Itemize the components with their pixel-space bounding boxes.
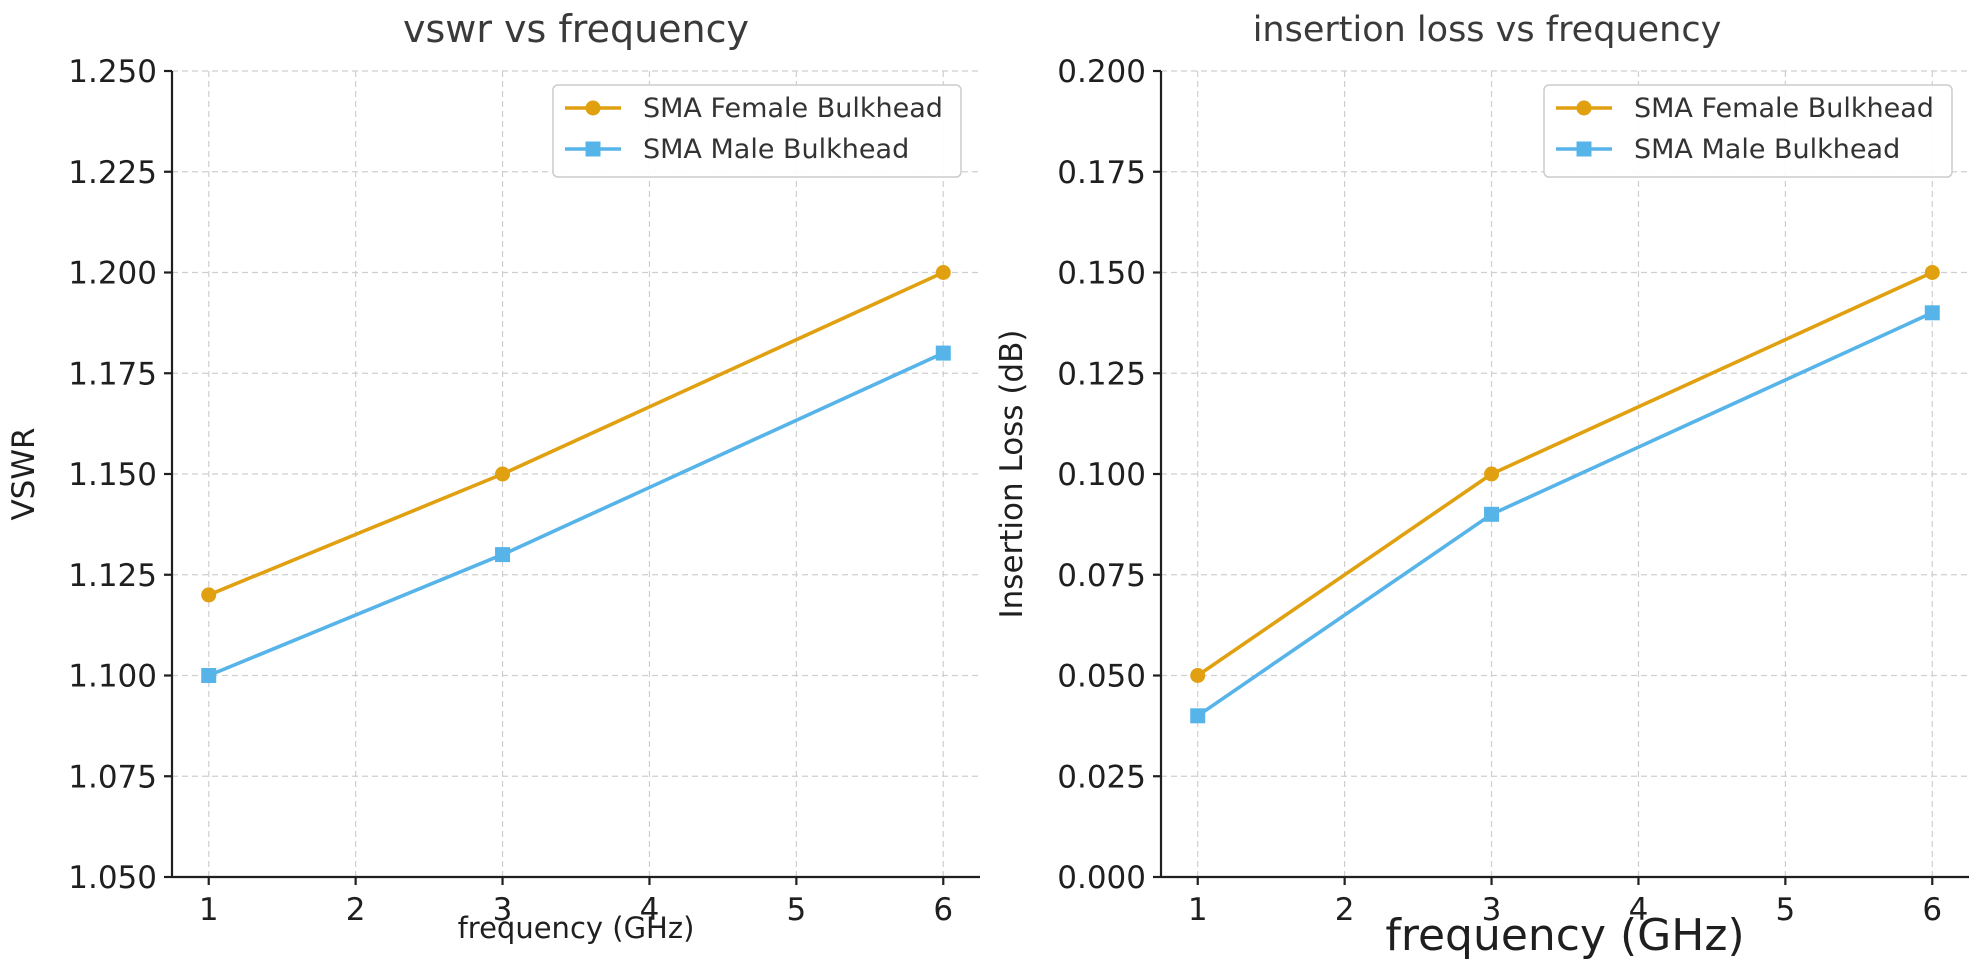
legend-label: SMA Male Bulkhead [643, 134, 909, 165]
y-tick-label: 0.025 [1057, 759, 1146, 795]
series-line [208, 351, 945, 678]
y-axis-label: VSWR [6, 427, 42, 520]
x-tick-label: 5 [1775, 892, 1795, 928]
y-tick-label: 1.200 [68, 256, 157, 292]
y-tick-label: 1.225 [68, 155, 157, 191]
legend-marker [1576, 141, 1592, 157]
x-tick-label: 2 [1335, 892, 1355, 928]
x-tick-label: 3 [493, 892, 513, 928]
data-point [1190, 668, 1206, 683]
x-tick-label: 6 [1922, 892, 1942, 928]
legend: SMA Female Bulkhead SMA Male Bulkhead [552, 84, 962, 178]
data-point [495, 547, 511, 563]
chart-title: insertion loss vs frequency [1253, 10, 1722, 50]
chart-panel-1: 1.050 1.075 1.100 1.125 1.150 1.175 1.200 1.225… [6, 7, 980, 945]
legend-label: SMA Male Bulkhead [1634, 134, 1900, 165]
data-point [201, 587, 217, 603]
data-point [1924, 265, 1940, 280]
y-tick-label: 0.075 [1057, 558, 1146, 594]
y-tick-label: 1.150 [68, 457, 157, 493]
data-point [495, 466, 511, 482]
series-2 [201, 345, 951, 683]
y-tick-label: 0.125 [1057, 356, 1146, 392]
series-line [208, 270, 945, 597]
legend-label: SMA Female Bulkhead [1634, 93, 1934, 124]
series-1 [201, 265, 951, 603]
legend-label: SMA Female Bulkhead [643, 93, 943, 124]
x-tick-label: 1 [199, 892, 219, 928]
series-1 [1190, 265, 1940, 683]
data-point [1484, 506, 1500, 522]
x-tick-label: 3 [1482, 892, 1502, 928]
y-tick-label: 1.100 [68, 659, 157, 695]
x-tick-label: 4 [640, 892, 660, 928]
legend-marker [1576, 100, 1592, 116]
y-tick-label: 1.250 [68, 54, 157, 90]
x-tick-label: 1 [1188, 892, 1208, 928]
y-tick-label: 0.200 [1057, 54, 1146, 90]
x-tick-label: 4 [1629, 892, 1649, 928]
y-tick-label: 0.050 [1057, 659, 1146, 695]
chart-title: vswr vs frequency [403, 7, 749, 51]
data-point [1190, 708, 1206, 724]
y-tick-label: 0.100 [1057, 457, 1146, 493]
y-tick-label: 1.050 [68, 860, 157, 896]
data-point [935, 265, 951, 280]
data-point [935, 345, 951, 361]
y-tick-label: 1.175 [68, 356, 157, 392]
legend-box [552, 84, 962, 178]
legend-box [1543, 84, 1953, 178]
legend-marker [585, 141, 601, 157]
y-tick-label: 0.000 [1057, 860, 1146, 896]
series-2 [1190, 305, 1940, 724]
x-tick-label: 6 [933, 892, 953, 928]
y-tick-label: 1.125 [68, 558, 157, 594]
legend-marker [585, 100, 601, 116]
x-axis-label: frequency (GHz) [1385, 910, 1744, 961]
data-point [1484, 466, 1500, 482]
chart-panel-2: 0.000 0.025 0.050 0.075 0.100 0.125 0.150 0.175… [994, 10, 1969, 961]
x-tick-label: 5 [786, 892, 806, 928]
y-tick-label: 0.175 [1057, 155, 1146, 191]
x-axis-label: frequency (GHz) [458, 911, 695, 945]
data-point [1924, 305, 1940, 321]
legend: SMA Female Bulkhead SMA Male Bulkhead [1543, 84, 1953, 178]
x-tick-label: 2 [346, 892, 366, 928]
y-axis-label: Insertion Loss (dB) [994, 330, 1030, 619]
data-point [201, 668, 217, 683]
y-tick-label: 0.150 [1057, 256, 1146, 292]
y-tick-label: 1.075 [68, 759, 157, 795]
